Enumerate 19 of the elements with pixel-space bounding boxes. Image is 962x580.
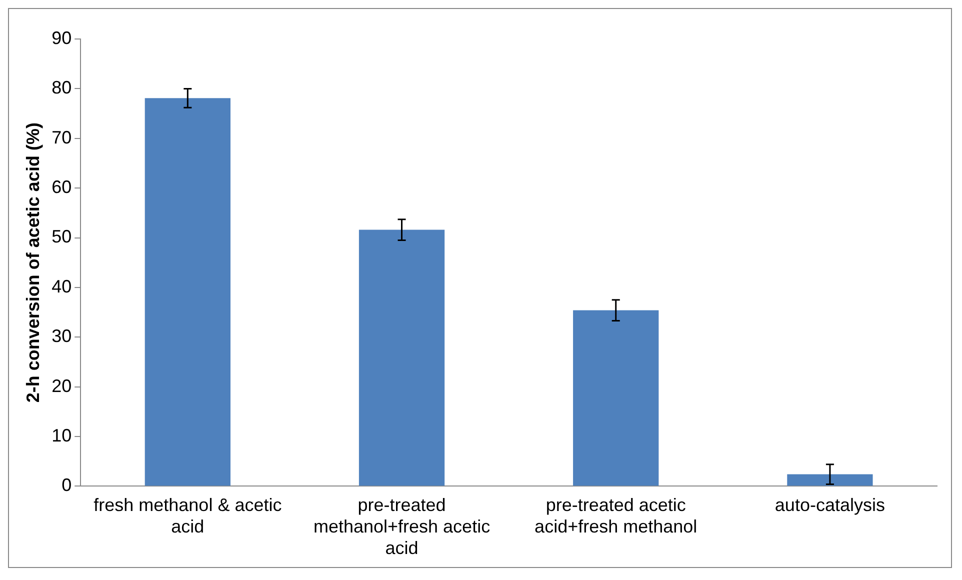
y-tick-label: 0 xyxy=(62,475,72,496)
bar xyxy=(144,98,230,486)
y-tick-label: 90 xyxy=(52,28,72,48)
x-tick-label: fresh methanol & acetic acid xyxy=(94,494,282,537)
bar xyxy=(787,474,873,486)
y-tick-label: 50 xyxy=(52,226,72,247)
y-tick-label: 10 xyxy=(52,425,72,446)
y-axis-title: 2-h conversion of acetic acid (%) xyxy=(22,122,43,403)
y-tick-label: 40 xyxy=(52,276,72,296)
y-tick-label: 60 xyxy=(52,177,72,198)
y-tick-label: 80 xyxy=(52,78,72,98)
y-tick-label: 70 xyxy=(52,127,72,148)
x-tick-label: pre-treated acetic acid+fresh methanol xyxy=(534,494,698,537)
x-tick-label: auto-catalysis xyxy=(774,494,885,515)
y-tick-label: 20 xyxy=(52,376,72,396)
x-tick-label: pre-treated methanol+fresh acetic acid xyxy=(313,494,490,558)
y-tick-label: 30 xyxy=(52,326,72,346)
bar xyxy=(573,310,659,486)
bar xyxy=(358,230,445,486)
